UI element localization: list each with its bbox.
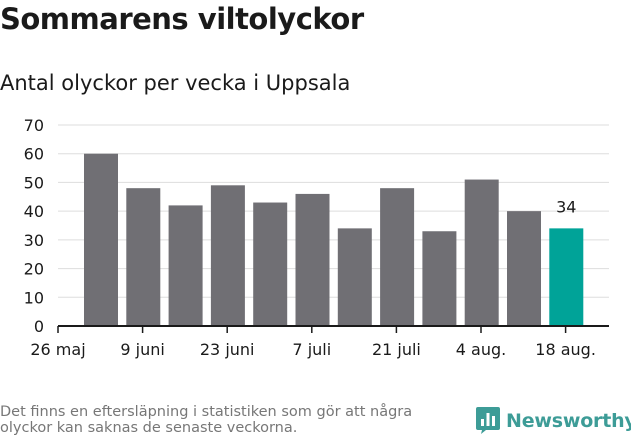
x-tick-label: 9 juni: [120, 340, 164, 359]
y-tick-label: 40: [24, 202, 44, 221]
brand: Newsworthy: [476, 407, 631, 434]
y-tick-label: 0: [34, 317, 44, 336]
x-tick-label: 21 juli: [372, 340, 421, 359]
y-tick-label: 70: [24, 116, 44, 135]
footnote: Det finns en eftersläpning i statistiken…: [0, 404, 413, 436]
data-label: 34: [556, 197, 576, 216]
bar: [380, 188, 415, 326]
y-tick-label: 30: [24, 231, 44, 250]
y-tick-label: 10: [24, 288, 44, 307]
bar: [422, 231, 457, 326]
bar-highlight: [549, 228, 584, 326]
x-tick-label: 4 aug.: [456, 340, 506, 359]
x-tick-label: 26 maj: [30, 340, 85, 359]
chart-title: Sommarens viltolyckor: [0, 2, 364, 36]
bar: [84, 153, 118, 326]
bar: [253, 202, 288, 326]
x-tick-label: 23 juni: [200, 340, 255, 359]
bar: [126, 188, 161, 326]
bar: [210, 185, 245, 326]
bar: [507, 211, 541, 326]
bar: [464, 179, 499, 326]
x-tick-label: 18 aug.: [535, 340, 596, 359]
y-tick-label: 50: [24, 173, 44, 192]
newsworthy-logo-icon: [476, 407, 500, 434]
chart-subtitle: Antal olyckor per vecka i Uppsala: [0, 71, 351, 95]
y-tick-label: 20: [24, 260, 44, 279]
y-tick-label: 60: [24, 145, 44, 164]
bar: [295, 193, 330, 326]
bar-chart: 0 10 20 30 40 50 60 70 34 26 maj 9 juni 23 juni 7 ju…: [24, 116, 609, 359]
bar: [168, 205, 203, 326]
brand-name: Newsworthy: [506, 409, 631, 432]
x-tick-label: 7 juli: [292, 340, 331, 359]
bar: [337, 228, 372, 326]
